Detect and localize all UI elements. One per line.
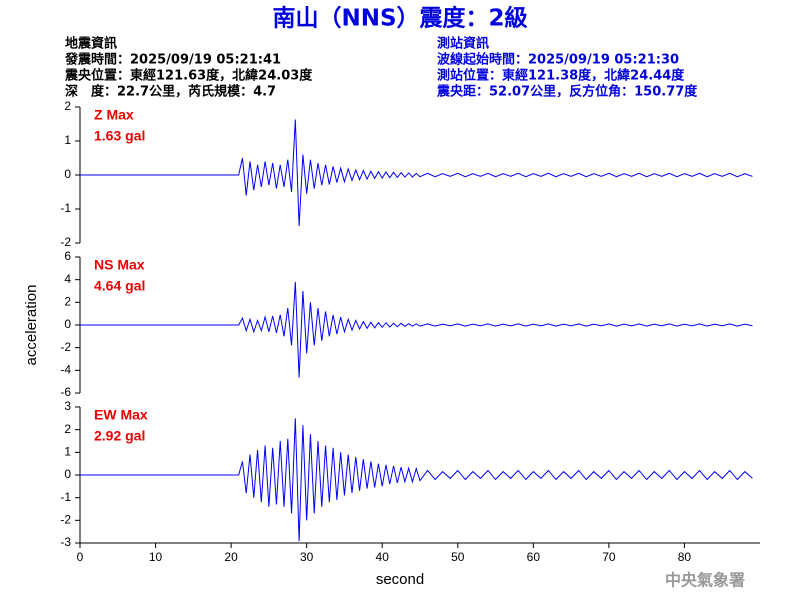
y-tick-label: 2 bbox=[64, 295, 71, 309]
panel-max: 1.63 gal bbox=[94, 128, 145, 144]
x-tick-label: 70 bbox=[602, 550, 616, 564]
y-tick-label: -2 bbox=[60, 340, 71, 354]
agency-watermark: 中央氣象署 bbox=[665, 571, 745, 590]
y-tick-label: -1 bbox=[60, 490, 71, 504]
station-line: 測站位置：東經121.38度，北緯24.44度 bbox=[437, 68, 685, 84]
panel-label: EW Max bbox=[94, 407, 148, 423]
title: 南山（NNS）震度：2級 bbox=[272, 5, 527, 32]
x-axis-label: second bbox=[376, 571, 424, 588]
waveform bbox=[80, 281, 753, 378]
station-line: 震央距：52.07公里，反方位角：150.77度 bbox=[436, 84, 698, 100]
y-tick-label: -2 bbox=[60, 513, 71, 527]
y-tick-label: 6 bbox=[64, 249, 71, 263]
panel-label: Z Max bbox=[94, 107, 134, 123]
event-line: 發震時間：2025/09/19 05:21:41 bbox=[64, 52, 281, 68]
y-tick-label: 0 bbox=[64, 317, 71, 331]
y-tick-label: -6 bbox=[60, 385, 71, 399]
x-tick-label: 10 bbox=[149, 550, 163, 564]
x-tick-label: 30 bbox=[300, 550, 314, 564]
x-tick-label: 80 bbox=[678, 550, 692, 564]
event-line: 震央位置：東經121.63度，北緯24.03度 bbox=[64, 68, 313, 84]
y-tick-label: 2 bbox=[64, 99, 71, 113]
y-axis-label: acceleration bbox=[23, 285, 40, 366]
x-tick-label: 50 bbox=[451, 550, 465, 564]
x-tick-label: 20 bbox=[224, 550, 238, 564]
y-tick-label: 3 bbox=[64, 399, 71, 413]
y-tick-label: 1 bbox=[64, 133, 71, 147]
y-tick-label: 2 bbox=[64, 422, 71, 436]
y-tick-label: -3 bbox=[60, 535, 71, 549]
event-heading: 地震資訊 bbox=[65, 36, 117, 52]
y-tick-label: -2 bbox=[60, 235, 71, 249]
event-line: 深 度：22.7公里，芮氏規模：4.7 bbox=[65, 84, 276, 100]
panel-max: 2.92 gal bbox=[94, 428, 145, 444]
y-tick-label: 1 bbox=[64, 445, 71, 459]
station-heading: 測站資訊 bbox=[437, 36, 489, 52]
y-tick-label: -4 bbox=[60, 363, 71, 377]
panel-label: NS Max bbox=[94, 257, 145, 273]
y-tick-label: 0 bbox=[64, 167, 71, 181]
y-tick-label: -1 bbox=[60, 201, 71, 215]
x-tick-label: 40 bbox=[376, 550, 390, 564]
station-line: 波線起始時間：2025/09/19 05:21:30 bbox=[437, 52, 679, 68]
y-tick-label: 4 bbox=[64, 272, 71, 286]
y-tick-label: 0 bbox=[64, 467, 71, 481]
panel-max: 4.64 gal bbox=[94, 278, 145, 294]
x-tick-label: 0 bbox=[77, 550, 84, 564]
waveform bbox=[80, 119, 753, 227]
waveform bbox=[80, 418, 753, 542]
x-tick-label: 60 bbox=[527, 550, 541, 564]
